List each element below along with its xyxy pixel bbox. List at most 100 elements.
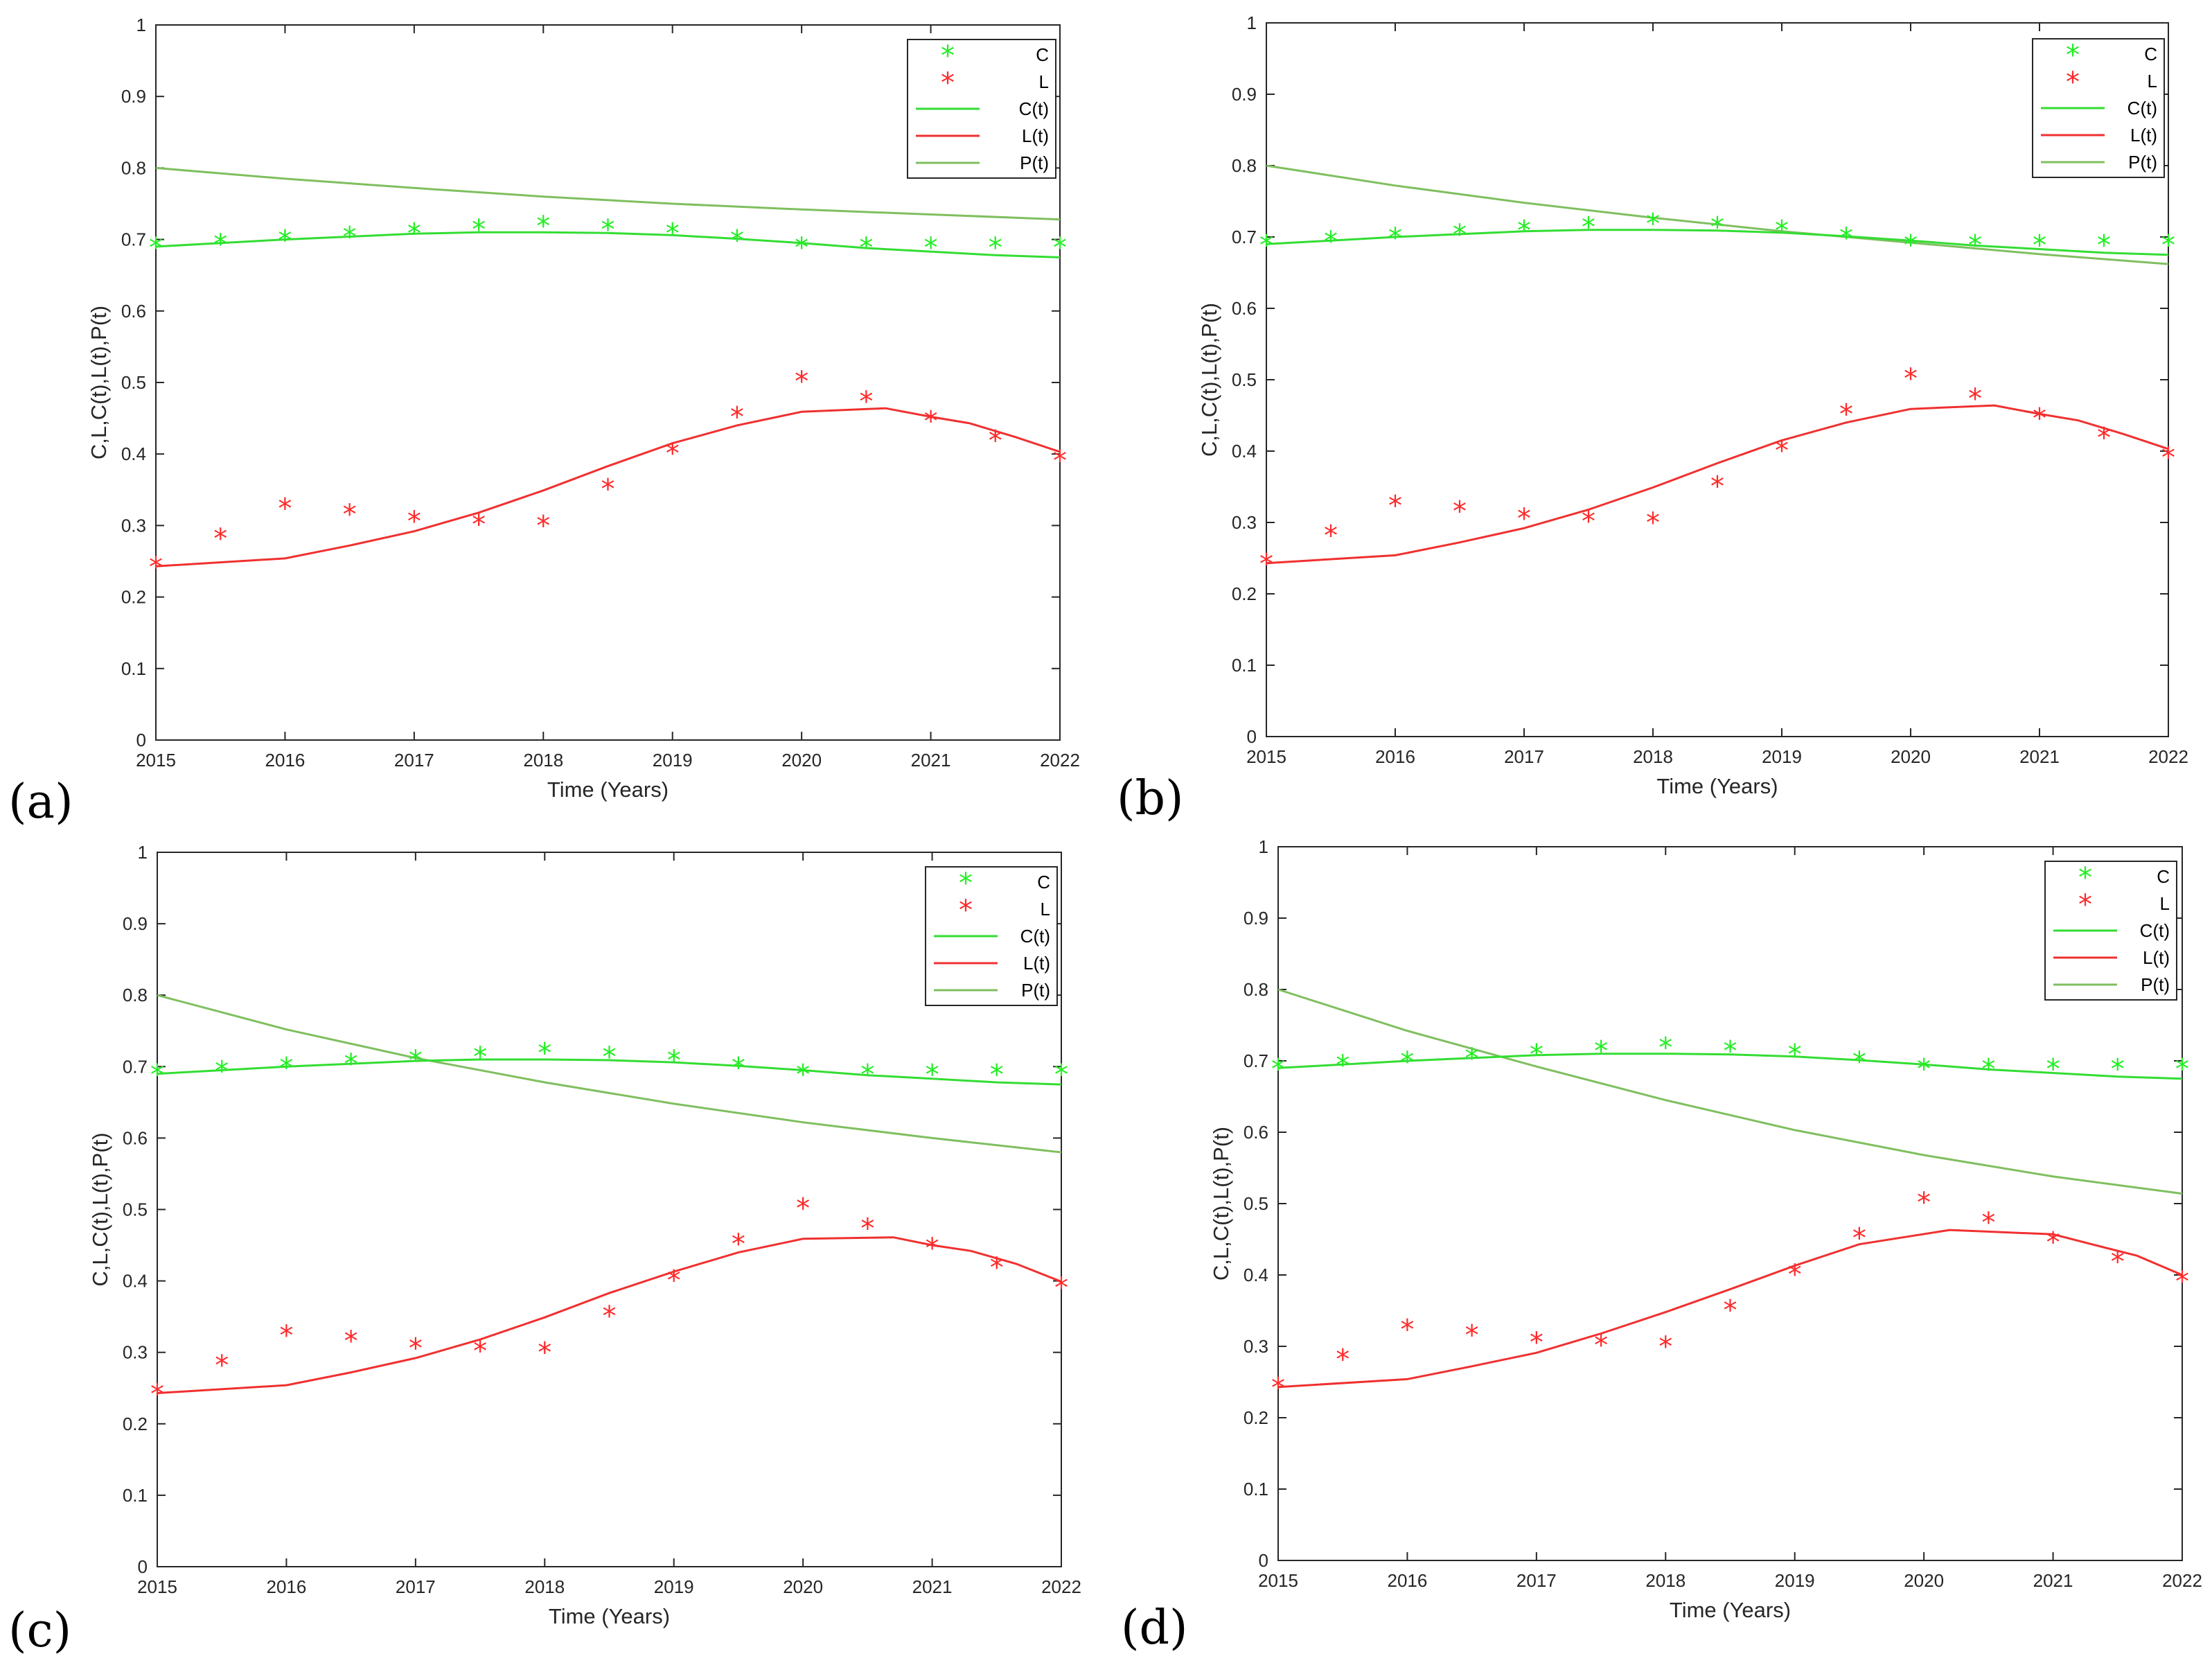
chart-a-series-l-point: * bbox=[536, 510, 550, 542]
chart-a-series-l-point: * bbox=[472, 509, 486, 540]
chart-c-series-c-point: * bbox=[1054, 1059, 1068, 1091]
chart-d-series-l-point: * bbox=[1336, 1344, 1350, 1376]
chart-a-y-tick-label: 0.4 bbox=[121, 443, 146, 464]
chart-a-series-pt-t-line bbox=[155, 166, 1061, 221]
chart-c-y-axis-title: C,L,C(t),L(t),P(t) bbox=[88, 1132, 112, 1286]
chart-c-legend-label: P(t) bbox=[1021, 980, 1050, 1001]
chart-c-series-l-point: * bbox=[344, 1326, 358, 1357]
chart-c-x-tick-label: 2019 bbox=[654, 1576, 694, 1597]
chart-d-y-tick-label: 1 bbox=[1259, 836, 1268, 857]
chart-d: 2015 2016 2017 2018 2019 2020 2021 2022 0 0.1 0.2 0… bbox=[1121, 836, 2202, 1655]
chart-c-series-c-point: * bbox=[344, 1048, 358, 1080]
chart-a-series-l-point: * bbox=[343, 499, 357, 531]
chart-d-x-tick-label: 2021 bbox=[2033, 1570, 2073, 1591]
chart-a-series-l-point: * bbox=[149, 552, 163, 583]
chart-d-series-l-point: * bbox=[1917, 1187, 1931, 1219]
chart-a-series-c-point: * bbox=[278, 225, 292, 257]
chart-a-series-c-point: * bbox=[989, 232, 1002, 264]
chart-c-series-l-point: * bbox=[926, 1233, 939, 1265]
chart-b-series-l-point: * bbox=[1517, 503, 1531, 535]
chart-d-series-l-point: * bbox=[1852, 1222, 1866, 1254]
chart-b-x-tick-label: 2021 bbox=[2019, 746, 2060, 767]
chart-d-legend-label: P(t) bbox=[2141, 974, 2170, 995]
chart-a-x-tick-label: 2018 bbox=[523, 750, 563, 771]
chart-d-series-c-point: * bbox=[1271, 1053, 1285, 1085]
chart-b-series-lt-t-line bbox=[1266, 404, 2169, 565]
chart-b-series-c-point: * bbox=[2097, 229, 2111, 261]
chart-d-x-tick-label: 2017 bbox=[1516, 1570, 1557, 1591]
chart-d-series-l-point: * bbox=[1400, 1314, 1414, 1346]
chart-c-y-tick-label: 0.2 bbox=[123, 1414, 148, 1434]
chart-c-series-l-point: * bbox=[538, 1337, 551, 1369]
chart-d-y-tick-label: 0 bbox=[1259, 1550, 1268, 1571]
chart-b-y-tick-label: 0.2 bbox=[1232, 583, 1257, 604]
chart-a: 2015 2016 2017 2018 2019 2020 2021 2022 0 0.1 0.2 0… bbox=[8, 15, 1080, 829]
chart-d-y-tick-label: 0.3 bbox=[1244, 1336, 1268, 1357]
chart-d-series-l-point: * bbox=[2175, 1266, 2189, 1298]
chart-c-series-l-point: * bbox=[990, 1252, 1004, 1284]
chart-a-legend-marker-c: * bbox=[941, 40, 955, 72]
chart-a-y-tick-label: 0.7 bbox=[121, 229, 146, 250]
chart-a-series-lt-t-line bbox=[155, 407, 1061, 567]
chart-b-series-c-point: * bbox=[1646, 208, 1660, 240]
chart-c-y-tick-label: 0.4 bbox=[123, 1271, 148, 1292]
chart-b-legend-label: C bbox=[2144, 44, 2157, 64]
chart-c-y-tick-label: 1 bbox=[138, 842, 148, 863]
chart-d-series-l-point: * bbox=[1724, 1294, 1737, 1326]
chart-a-series-l-point: * bbox=[666, 438, 680, 470]
chart-b-series-c-point: * bbox=[1324, 226, 1338, 258]
chart-b-series-l-point: * bbox=[2161, 442, 2175, 474]
chart-a-y-axis-title: C,L,C(t),L(t),P(t) bbox=[87, 306, 111, 459]
chart-b-y-axis-title: C,L,C(t),L(t),P(t) bbox=[1197, 303, 1221, 457]
chart-d-x-tick-label: 2018 bbox=[1645, 1570, 1685, 1591]
chart-d-series-l-point: * bbox=[1271, 1373, 1285, 1405]
chart-c-series-l-point: * bbox=[796, 1193, 810, 1224]
chart-a-y-tick-label: 0.9 bbox=[121, 86, 146, 107]
chart-b-series-l-point: * bbox=[1453, 495, 1467, 527]
chart-d-y-tick-label: 0.9 bbox=[1244, 908, 1268, 929]
chart-d-series-c-point: * bbox=[2046, 1053, 2060, 1085]
chart-a-y-tick-label: 0.2 bbox=[121, 587, 146, 608]
chart-d-series-c-point: * bbox=[1594, 1036, 1608, 1068]
chart-a-series-c-point: * bbox=[407, 218, 421, 249]
chart-c-series-c-point: * bbox=[150, 1059, 164, 1091]
chart-c-series-c-point: * bbox=[279, 1052, 293, 1084]
chart-b-x-tick-label: 2016 bbox=[1375, 746, 1415, 767]
chart-a-x-tick-label: 2019 bbox=[653, 750, 693, 771]
chart-a-series-c-point: * bbox=[536, 211, 550, 243]
chart-b-series-ct-t-line bbox=[1266, 229, 2169, 256]
chart-c-series-c-point: * bbox=[215, 1055, 229, 1087]
chart-b-series-c-point: * bbox=[2161, 229, 2175, 261]
chart-a-series-l-point: * bbox=[278, 493, 292, 525]
chart-b-series-c-point: * bbox=[1259, 229, 1273, 261]
chart-d-series-c-point: * bbox=[1465, 1043, 1479, 1075]
chart-a-series-l-point: * bbox=[859, 386, 873, 418]
chart-a-series-l-point: * bbox=[407, 506, 421, 538]
chart-d-series-c-point: * bbox=[2111, 1053, 2125, 1085]
chart-b-legend-marker-l: * bbox=[2066, 67, 2080, 98]
chart-a-series-l-point: * bbox=[795, 366, 808, 398]
chart-c-series-c-point: * bbox=[473, 1041, 487, 1073]
chart-a-legend-marker-l: * bbox=[941, 67, 955, 99]
chart-b-x-tick-label: 2019 bbox=[1762, 746, 1802, 767]
chart-b-plot-area bbox=[1266, 22, 2169, 737]
chart-d-series-c-point: * bbox=[1788, 1039, 1802, 1071]
chart-a-legend: * C * L C(t) L(t) P(t) bbox=[907, 39, 1056, 179]
chart-c-series-l-point: * bbox=[860, 1213, 874, 1244]
chart-b-panel-label: (b) bbox=[1117, 771, 1184, 826]
chart-a-y-tick-label: 0.8 bbox=[121, 157, 146, 178]
chart-c-series-ct-t-line bbox=[157, 1058, 1062, 1086]
chart-a-panel-label: (a) bbox=[8, 775, 73, 829]
chart-c-x-tick-label: 2015 bbox=[137, 1576, 177, 1597]
chart-d-series-l-point: * bbox=[1658, 1331, 1672, 1363]
chart-a-series-c-point: * bbox=[149, 232, 163, 264]
chart-a-series-c-point: * bbox=[859, 232, 873, 264]
chart-d-series-c-point: * bbox=[1336, 1050, 1350, 1082]
chart-c-series-c-point: * bbox=[796, 1059, 810, 1091]
chart-c-legend-label: C bbox=[1037, 872, 1050, 892]
chart-b-y-tick-label: 0.1 bbox=[1232, 655, 1257, 676]
chart-d-series-lt-t-line bbox=[1277, 1229, 2183, 1389]
chart-b-series-c-point: * bbox=[1388, 222, 1402, 254]
chart-a-x-axis-title: Time (Years) bbox=[547, 777, 669, 802]
